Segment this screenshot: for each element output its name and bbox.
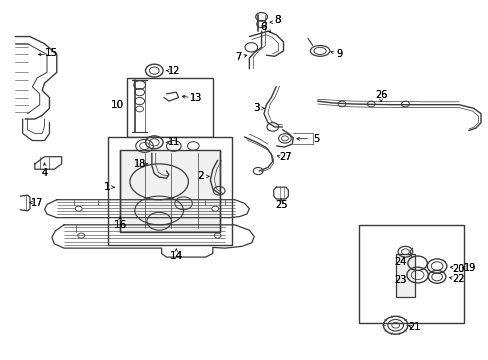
Bar xyxy=(120,149,220,232)
Bar xyxy=(358,225,463,323)
Text: 21: 21 xyxy=(407,322,420,332)
Text: 3: 3 xyxy=(253,103,260,113)
Text: 15: 15 xyxy=(45,48,59,58)
Text: 23: 23 xyxy=(393,275,406,285)
Text: 4: 4 xyxy=(41,168,47,178)
Text: 18: 18 xyxy=(133,159,145,169)
Text: 9: 9 xyxy=(336,49,342,59)
Text: 7: 7 xyxy=(235,52,241,62)
Text: 6: 6 xyxy=(260,22,267,32)
Text: 25: 25 xyxy=(274,200,287,210)
Text: 11: 11 xyxy=(167,138,180,147)
Text: 27: 27 xyxy=(279,152,292,162)
Text: 6: 6 xyxy=(260,22,267,32)
Text: 25: 25 xyxy=(274,200,287,210)
Text: 19: 19 xyxy=(463,263,475,273)
Text: 20: 20 xyxy=(451,264,463,274)
Text: 21: 21 xyxy=(407,322,420,332)
Text: 12: 12 xyxy=(167,66,180,76)
Text: 9: 9 xyxy=(336,49,342,59)
Text: 8: 8 xyxy=(274,15,281,26)
Text: 11: 11 xyxy=(167,138,180,147)
Text: 15: 15 xyxy=(45,48,59,58)
Text: 8: 8 xyxy=(274,15,281,26)
Text: 22: 22 xyxy=(451,274,464,284)
Text: 5: 5 xyxy=(313,134,319,144)
Text: 14: 14 xyxy=(169,251,183,261)
Text: 16: 16 xyxy=(113,220,126,230)
Bar xyxy=(108,137,232,244)
Bar xyxy=(127,78,212,137)
Circle shape xyxy=(75,206,82,211)
Text: 17: 17 xyxy=(31,198,43,208)
Text: 16: 16 xyxy=(113,220,126,230)
Text: 17: 17 xyxy=(31,198,43,208)
Text: 1: 1 xyxy=(103,182,110,192)
Text: 12: 12 xyxy=(167,66,180,76)
Text: 14: 14 xyxy=(169,251,183,261)
Text: 13: 13 xyxy=(189,93,202,103)
Text: 10: 10 xyxy=(111,100,124,110)
Text: 13: 13 xyxy=(189,93,202,103)
Text: 26: 26 xyxy=(374,90,386,100)
Text: 19: 19 xyxy=(463,263,475,273)
Text: 4: 4 xyxy=(41,168,47,178)
Text: 2: 2 xyxy=(197,171,203,181)
Text: 10: 10 xyxy=(111,100,124,110)
Text: 27: 27 xyxy=(279,152,292,162)
Text: 18: 18 xyxy=(133,159,145,169)
Text: 26: 26 xyxy=(374,90,386,100)
Text: 7: 7 xyxy=(235,52,241,62)
Text: 3: 3 xyxy=(253,103,260,113)
Text: 1: 1 xyxy=(103,182,110,192)
Text: 24: 24 xyxy=(393,257,406,267)
Text: 20: 20 xyxy=(451,264,463,274)
Text: 5: 5 xyxy=(313,134,319,144)
Text: 24: 24 xyxy=(393,257,406,267)
Text: 23: 23 xyxy=(393,275,406,285)
Text: 22: 22 xyxy=(451,274,464,284)
Text: 2: 2 xyxy=(197,171,203,181)
Bar xyxy=(395,253,414,297)
Circle shape xyxy=(211,206,218,211)
